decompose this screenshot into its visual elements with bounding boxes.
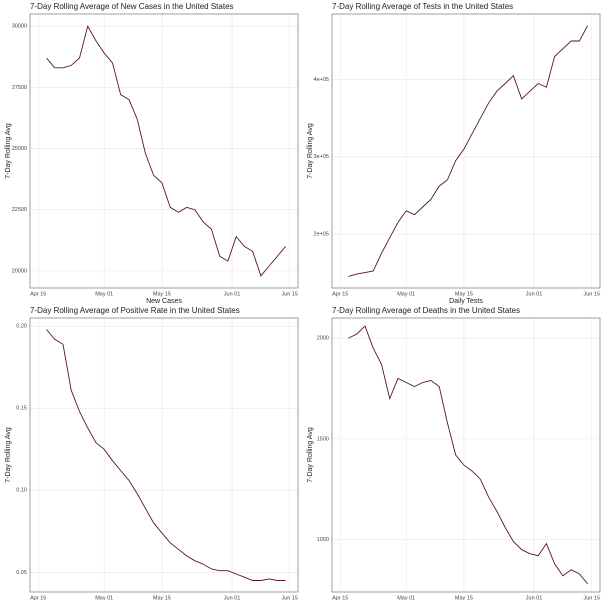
x-tick-label: Jun 01 [526, 291, 543, 297]
data-line [348, 325, 588, 585]
x-tick-label: Apr 15 [332, 291, 348, 297]
plot-frame [331, 317, 601, 593]
y-tick-label: 0.05 [16, 570, 27, 576]
x-tick-label: Jun 15 [583, 595, 600, 600]
x-tick-label: May 15 [153, 291, 171, 297]
y-axis-label: 7-Day Rolling Avg [5, 123, 12, 179]
data-line [46, 25, 286, 277]
x-tick-label: May 01 [397, 595, 415, 600]
x-tick-label: Jun 15 [281, 595, 298, 600]
y-tick-label: 30000 [12, 24, 27, 30]
y-tick-label: 2e+05 [314, 231, 329, 237]
y-axis-label: 7-Day Rolling Avg [307, 427, 314, 483]
x-axis-label: Daily Tests [449, 298, 483, 305]
y-tick-label: 0.20 [16, 324, 27, 330]
data-line [46, 329, 286, 581]
x-tick-label: Apr 15 [30, 595, 46, 600]
y-tick-label: 3e+05 [314, 154, 329, 160]
y-tick-label: 4e+05 [314, 77, 329, 83]
plot-frame [29, 317, 299, 593]
data-line [348, 25, 588, 277]
x-tick-label: Jun 15 [281, 291, 298, 297]
x-tick-label: Jun 01 [224, 595, 241, 600]
y-tick-label: 25000 [12, 146, 27, 152]
y-tick-label: 2000 [317, 336, 329, 342]
chart-title: 7-Day Rolling Average of Positive Rate i… [30, 306, 240, 315]
y-axis-label: 7-Day Rolling Avg [5, 427, 12, 483]
y-tick-label: 27500 [12, 85, 27, 91]
x-tick-label: Jun 01 [224, 291, 241, 297]
x-tick-label: Apr 15 [332, 595, 348, 600]
y-tick-label: 20000 [12, 268, 27, 274]
chart-title: 7-Day Rolling Average of Deaths in the U… [332, 306, 520, 315]
x-tick-label: May 01 [95, 291, 113, 297]
x-tick-label: May 01 [397, 291, 415, 297]
x-tick-label: Apr 15 [30, 291, 46, 297]
x-tick-label: May 15 [153, 595, 171, 600]
y-tick-label: 0.10 [16, 488, 27, 494]
x-tick-label: May 15 [455, 595, 473, 600]
plot-frame [331, 13, 601, 289]
chart-title: 7-Day Rolling Average of Tests in the Un… [332, 2, 513, 11]
plot-frame [29, 13, 299, 289]
x-tick-label: May 01 [95, 595, 113, 600]
x-tick-label: Jun 15 [583, 291, 600, 297]
x-tick-label: May 15 [455, 291, 473, 297]
x-tick-label: Jun 01 [526, 595, 543, 600]
y-tick-label: 1500 [317, 436, 329, 442]
y-tick-label: 22500 [12, 207, 27, 213]
x-axis-label: New Cases [146, 298, 182, 305]
y-tick-label: 0.15 [16, 406, 27, 412]
y-tick-label: 1000 [317, 537, 329, 543]
chart-title: 7-Day Rolling Average of New Cases in th… [30, 2, 234, 11]
y-axis-label: 7-Day Rolling Avg [307, 123, 314, 179]
